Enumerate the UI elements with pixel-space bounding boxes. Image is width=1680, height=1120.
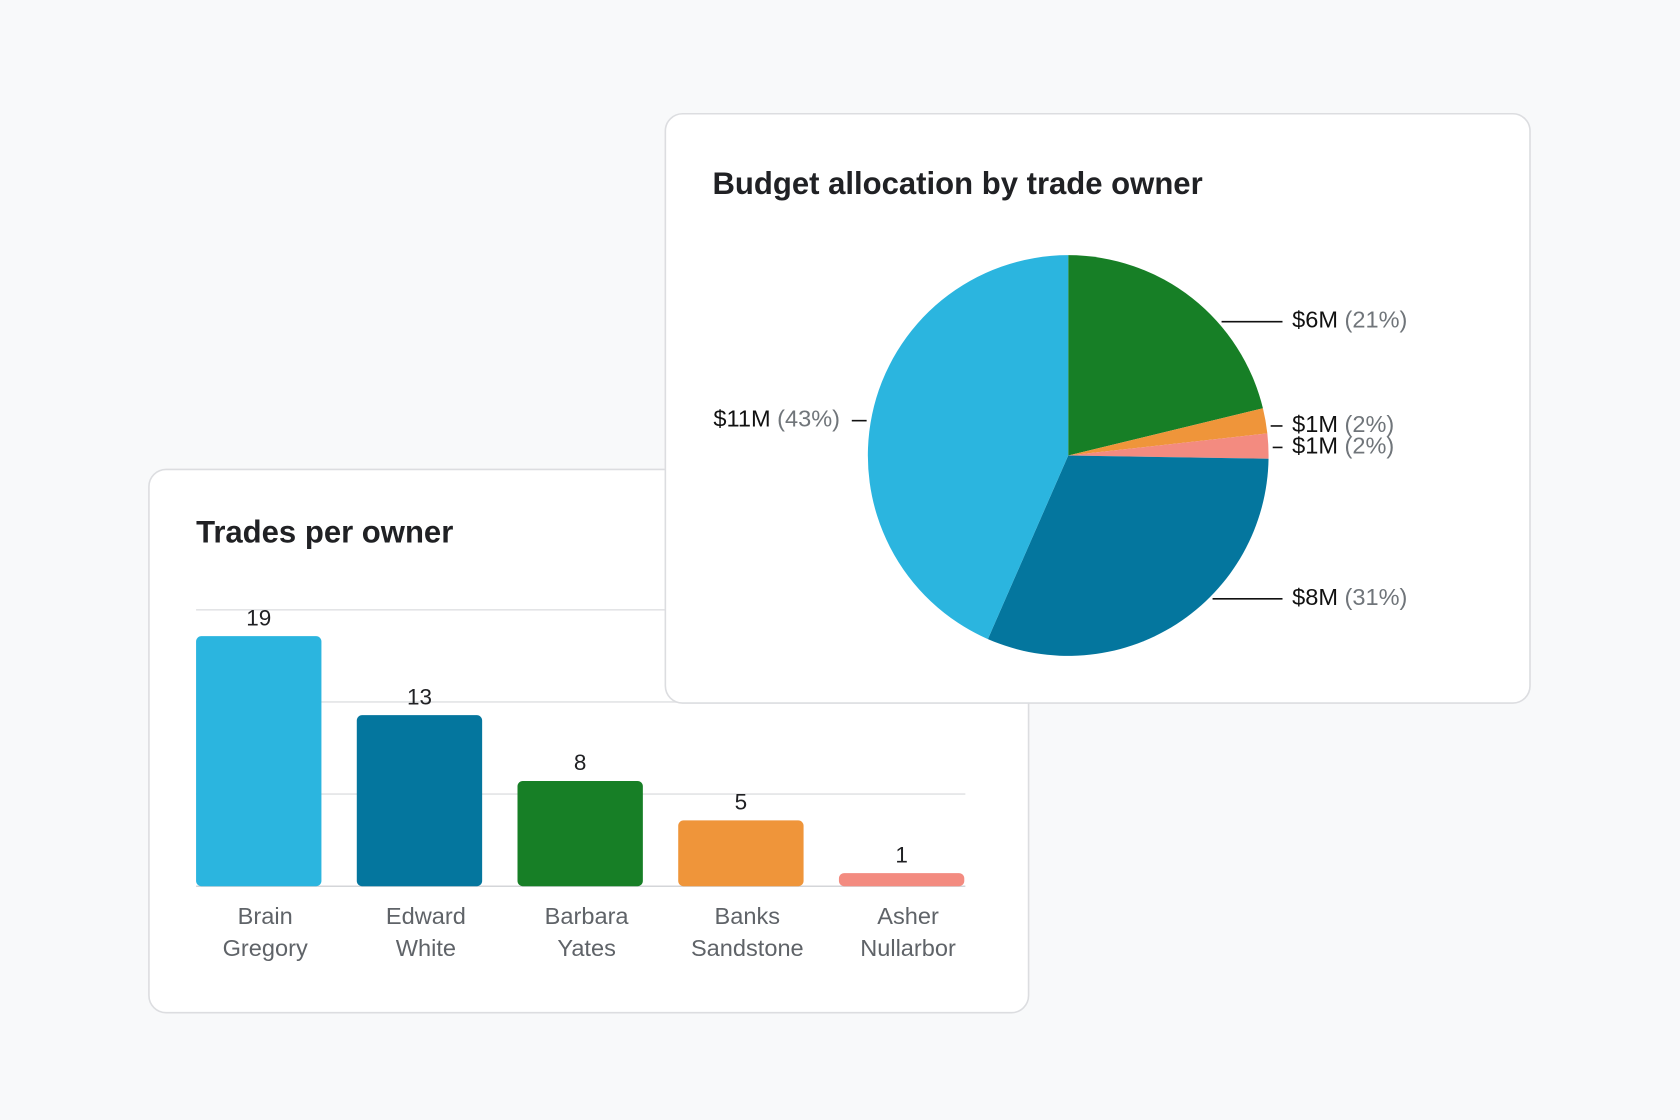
- percent-label: (2%): [1345, 433, 1395, 459]
- x-tick-label-box: Asher Nullarbor: [860, 902, 956, 962]
- percent-label: (2%): [1345, 411, 1395, 437]
- bar: [196, 636, 322, 887]
- slice-label: $6M (21%): [1292, 307, 1407, 333]
- amount-label: $8M: [1292, 584, 1338, 610]
- bar: [678, 820, 804, 887]
- x-tick-label-box: Barbara Yates: [544, 902, 629, 962]
- pie-slice: [1068, 255, 1263, 456]
- bar: [838, 873, 965, 887]
- slice-label: $1M (2%): [1292, 411, 1394, 437]
- pie-card: Budget allocation by trade owner $6M (21…: [664, 112, 1531, 704]
- x-tick-label-box: Brain Gregory: [222, 902, 308, 962]
- slice-label: $1M (2%): [1292, 433, 1394, 459]
- x-tick-label: Brain Gregory: [222, 902, 308, 962]
- data-label: 5: [735, 790, 748, 815]
- amount-label: $6M: [1292, 307, 1338, 333]
- slice-label: $8M (31%): [1292, 584, 1407, 610]
- x-tick-label-box: Banks Sandstone: [690, 902, 804, 962]
- percent-label: (21%): [1345, 307, 1408, 333]
- x-tick-label: Asher Nullarbor: [860, 902, 956, 962]
- data-label: 1: [895, 842, 908, 867]
- chart-title: Budget allocation by trade owner: [713, 166, 1203, 201]
- pie-slice: [1068, 408, 1268, 456]
- pie-slice: [867, 255, 1069, 640]
- pie-slice: [1068, 433, 1269, 459]
- amount-label: $11M: [713, 406, 770, 432]
- data-label: 19: [246, 605, 271, 630]
- slice-label: $11M (43%): [713, 406, 840, 432]
- x-tick-label-box: Edward White: [385, 902, 466, 962]
- chart-title: Trades per owner: [196, 514, 453, 549]
- percent-label: (31%): [1345, 584, 1408, 610]
- bar: [517, 780, 643, 887]
- amount-label: $1M: [1292, 411, 1338, 437]
- bar: [356, 715, 483, 887]
- amount-label: $1M: [1292, 433, 1338, 459]
- x-tick-label: Barbara Yates: [544, 902, 629, 962]
- x-tick-label: Banks Sandstone: [690, 902, 804, 962]
- data-label: 8: [574, 750, 587, 775]
- data-label: 13: [407, 684, 432, 709]
- percent-label: (43%): [777, 406, 840, 432]
- x-tick-label: Edward White: [385, 902, 466, 962]
- pie-slice: [987, 455, 1269, 656]
